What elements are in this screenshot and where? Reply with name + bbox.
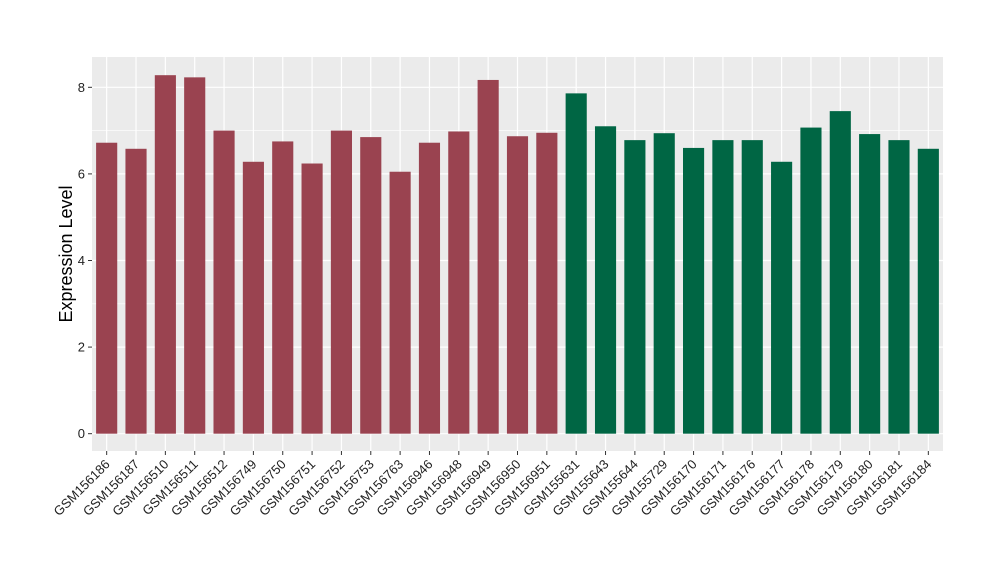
- y-axis-title: Expression Level: [56, 185, 76, 322]
- y-tick-label: 6: [78, 166, 85, 181]
- bar: [448, 131, 470, 434]
- bar: [712, 140, 734, 434]
- bar: [800, 127, 822, 434]
- bar: [829, 111, 851, 434]
- bar: [477, 79, 499, 434]
- bar: [506, 136, 529, 434]
- bar: [917, 148, 939, 434]
- bar: [301, 163, 323, 434]
- bar: [683, 147, 705, 434]
- y-tick-label: 0: [78, 426, 85, 441]
- bar: [771, 161, 793, 434]
- bar: [653, 133, 675, 434]
- bar: [741, 140, 763, 434]
- bar: [594, 126, 617, 434]
- bar: [624, 140, 646, 434]
- bar: [330, 130, 352, 434]
- bar: [154, 75, 176, 434]
- bar: [859, 134, 881, 434]
- bar: [272, 141, 294, 434]
- y-tick-label: 4: [78, 253, 85, 268]
- bars: [96, 75, 939, 434]
- bar: [360, 137, 382, 434]
- bar: [536, 132, 558, 434]
- bar: [242, 161, 264, 434]
- y-axis: 0 2 4 6 8: [78, 80, 92, 441]
- y-tick-label: 2: [78, 340, 85, 355]
- y-tick-label: 8: [78, 80, 85, 95]
- x-axis: GSM156186GSM156187GSM156510GSM156511GSM1…: [51, 451, 934, 519]
- bar: [389, 171, 411, 434]
- bar: [184, 77, 206, 434]
- bar: [565, 93, 587, 434]
- bar: [96, 142, 118, 434]
- bar: [888, 140, 910, 434]
- bar: [418, 142, 441, 434]
- bar: [213, 130, 235, 434]
- bar: [125, 148, 147, 434]
